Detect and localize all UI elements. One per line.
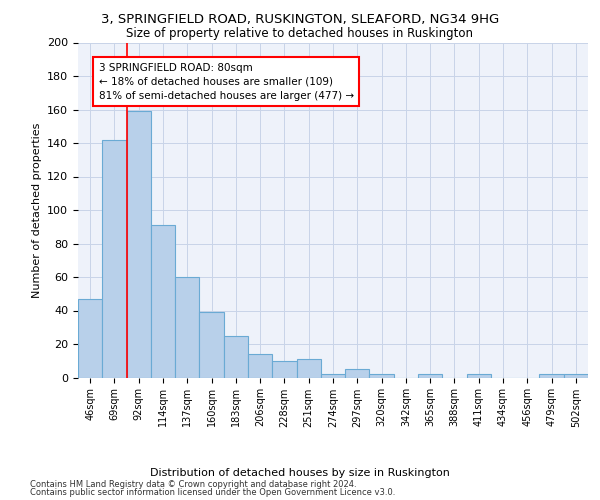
Bar — [370, 374, 394, 378]
Bar — [199, 312, 224, 378]
Bar — [467, 374, 491, 378]
Bar — [345, 369, 370, 378]
Bar — [418, 374, 442, 378]
Y-axis label: Number of detached properties: Number of detached properties — [32, 122, 41, 298]
Bar — [78, 299, 102, 378]
Text: Contains public sector information licensed under the Open Government Licence v3: Contains public sector information licen… — [30, 488, 395, 497]
Bar — [272, 361, 296, 378]
Text: 3, SPRINGFIELD ROAD, RUSKINGTON, SLEAFORD, NG34 9HG: 3, SPRINGFIELD ROAD, RUSKINGTON, SLEAFOR… — [101, 12, 499, 26]
Bar — [564, 374, 588, 378]
Bar — [151, 225, 175, 378]
Text: Size of property relative to detached houses in Ruskington: Size of property relative to detached ho… — [127, 28, 473, 40]
Text: Distribution of detached houses by size in Ruskington: Distribution of detached houses by size … — [150, 468, 450, 477]
Bar — [224, 336, 248, 378]
Bar — [321, 374, 345, 378]
Text: Contains HM Land Registry data © Crown copyright and database right 2024.: Contains HM Land Registry data © Crown c… — [30, 480, 356, 489]
Bar — [539, 374, 564, 378]
Bar — [102, 140, 127, 378]
Bar — [296, 359, 321, 378]
Bar — [175, 277, 199, 378]
Bar — [127, 111, 151, 378]
Text: 3 SPRINGFIELD ROAD: 80sqm
← 18% of detached houses are smaller (109)
81% of semi: 3 SPRINGFIELD ROAD: 80sqm ← 18% of detac… — [98, 62, 354, 100]
Bar — [248, 354, 272, 378]
